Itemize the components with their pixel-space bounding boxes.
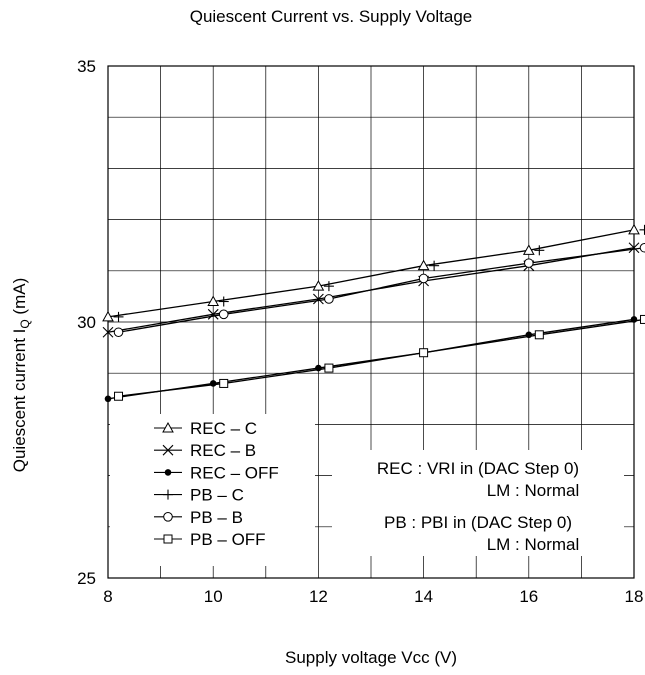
legend-marker bbox=[164, 469, 172, 476]
data-point bbox=[419, 348, 429, 358]
series-line bbox=[118, 318, 645, 397]
legend-background bbox=[110, 414, 315, 566]
y-tick-label: 35 bbox=[77, 57, 96, 76]
legend-marker bbox=[163, 534, 173, 544]
series-3 bbox=[113, 224, 645, 322]
data-point bbox=[113, 327, 124, 338]
legend-label: PB – C bbox=[190, 486, 244, 505]
data-point bbox=[324, 363, 334, 373]
annotation-rec-lm: LM : Normal bbox=[487, 481, 580, 500]
data-point bbox=[534, 245, 545, 256]
chart-title: Quiescent Current vs. Supply Voltage bbox=[190, 7, 473, 26]
legend: REC – C REC – B REC – OFF PB – C PB – B PB – … bbox=[110, 414, 315, 566]
series-4 bbox=[113, 242, 645, 338]
data-point bbox=[324, 294, 334, 304]
legend-label: REC – B bbox=[190, 441, 256, 460]
legend-marker bbox=[163, 512, 173, 522]
x-tick-label: 10 bbox=[204, 587, 223, 606]
annotations: REC : VRI in (DAC Step 0) LM : Normal PB… bbox=[332, 450, 624, 556]
series-group bbox=[102, 223, 645, 403]
data-point bbox=[104, 395, 112, 403]
series-0 bbox=[102, 223, 640, 322]
y-axis-label-main: Quiescent current I bbox=[10, 329, 29, 473]
x-tick-label: 14 bbox=[414, 587, 433, 606]
data-point bbox=[313, 293, 324, 305]
data-point bbox=[102, 310, 114, 322]
data-point bbox=[113, 311, 124, 322]
legend-item: REC – C bbox=[154, 419, 257, 438]
series-line bbox=[107, 318, 635, 400]
axis-ticks: 8 10 12 14 16 18 25 30 35 bbox=[77, 57, 643, 606]
y-axis-label-unit: (mA) bbox=[10, 278, 29, 320]
legend-marker bbox=[163, 489, 173, 500]
data-point bbox=[207, 308, 219, 320]
legend-marker bbox=[162, 444, 174, 456]
annotation-rec: REC : VRI in (DAC Step 0) bbox=[377, 459, 579, 478]
x-axis-label: Supply voltage Vcc (V) bbox=[285, 648, 457, 667]
legend-label: REC – OFF bbox=[190, 463, 279, 482]
legend-item: REC – B bbox=[154, 441, 256, 460]
y-tick-label: 30 bbox=[77, 313, 96, 332]
legend-label: PB – OFF bbox=[190, 530, 266, 549]
legend-item: PB – C bbox=[154, 486, 244, 505]
annotation-pb-lm: LM : Normal bbox=[487, 535, 580, 554]
data-point bbox=[640, 314, 645, 324]
legend-item: PB – OFF bbox=[154, 530, 266, 549]
legend-marker bbox=[162, 421, 174, 433]
data-point bbox=[209, 380, 217, 387]
annotation-pb: PB : PBI in (DAC Step 0) bbox=[384, 513, 572, 532]
data-point bbox=[628, 242, 640, 254]
series-line bbox=[118, 247, 645, 333]
x-tick-label: 8 bbox=[103, 587, 112, 606]
legend-item: PB – B bbox=[154, 508, 243, 527]
series-line bbox=[107, 229, 635, 318]
data-point bbox=[418, 273, 429, 284]
data-point bbox=[219, 378, 229, 388]
data-point bbox=[534, 330, 544, 340]
series-5 bbox=[114, 314, 645, 401]
data-point bbox=[524, 258, 534, 268]
y-tick-label: 25 bbox=[77, 569, 96, 588]
x-tick-label: 18 bbox=[625, 587, 644, 606]
data-point bbox=[207, 295, 220, 307]
x-tick-label: 12 bbox=[309, 587, 328, 606]
data-point bbox=[522, 244, 535, 255]
data-point bbox=[639, 224, 645, 235]
data-point bbox=[417, 259, 430, 271]
x-tick-label: 16 bbox=[519, 587, 538, 606]
data-point bbox=[323, 281, 334, 292]
data-point bbox=[218, 309, 229, 320]
data-point bbox=[102, 326, 114, 338]
y-axis-label: Quiescent current IQ (mA) bbox=[10, 278, 32, 473]
data-point bbox=[628, 223, 640, 235]
data-point bbox=[218, 296, 229, 307]
annotation-background bbox=[332, 450, 624, 556]
data-point bbox=[639, 242, 645, 253]
y-axis-label-sub: Q bbox=[18, 319, 32, 328]
data-point bbox=[114, 391, 124, 401]
legend-label: REC – C bbox=[190, 419, 257, 438]
data-point bbox=[429, 260, 440, 271]
legend-item: REC – OFF bbox=[154, 463, 279, 482]
legend-label: PB – B bbox=[190, 508, 243, 527]
data-point bbox=[312, 280, 325, 291]
